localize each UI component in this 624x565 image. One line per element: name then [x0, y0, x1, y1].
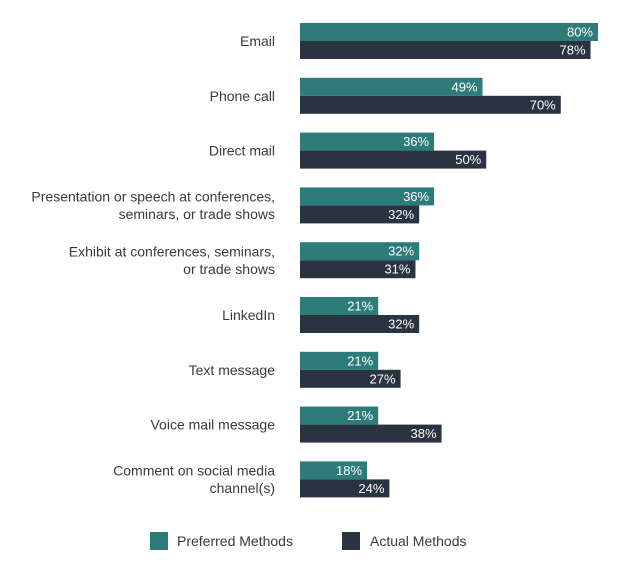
- category-label-0: Email: [240, 33, 275, 49]
- legend-label-preferred: Preferred Methods: [177, 533, 293, 549]
- bar-actual-4: [300, 260, 416, 279]
- legend-swatch-actual: [342, 532, 360, 550]
- value-label-preferred-4: 32%: [388, 244, 414, 259]
- value-label-preferred-0: 80%: [567, 25, 593, 40]
- bar-actual-7: [300, 424, 442, 443]
- bar-actual-2: [300, 150, 487, 169]
- value-label-actual-5: 32%: [388, 317, 414, 332]
- category-label-7: Voice mail message: [150, 417, 275, 433]
- value-label-preferred-5: 21%: [347, 299, 373, 314]
- legend-label-actual: Actual Methods: [370, 533, 467, 549]
- category-labels: Email Phone call Direct mail Presentation o…: [31, 33, 275, 496]
- value-label-actual-6: 27%: [370, 371, 396, 386]
- value-label-preferred-6: 21%: [347, 353, 373, 368]
- legend: Preferred Methods Actual Methods: [150, 532, 467, 550]
- bars-group: 80% 78% 49% 70% 36% 50% 36% 32% 32% 31% 21% 32% 21% 2…: [300, 23, 598, 498]
- value-label-preferred-7: 21%: [347, 408, 373, 423]
- bar-actual-5: [300, 315, 420, 333]
- value-label-actual-0: 78%: [560, 43, 586, 58]
- value-label-preferred-2: 36%: [403, 134, 429, 149]
- value-label-actual-4: 31%: [384, 262, 410, 277]
- value-label-actual-7: 38%: [411, 426, 437, 441]
- bar-preferred-8: [300, 461, 368, 480]
- bar-preferred-2: [300, 132, 435, 151]
- category-label-3: Presentation or speech at conferences, se…: [31, 189, 275, 223]
- bar-actual-6: [300, 369, 401, 388]
- category-label-5: LinkedIn: [222, 307, 275, 323]
- value-label-actual-2: 50%: [455, 152, 481, 167]
- bar-actual-1: [300, 95, 561, 114]
- category-label-1: Phone call: [210, 88, 275, 104]
- bar-actual-0: [300, 41, 591, 59]
- bar-preferred-3: [300, 187, 435, 206]
- bar-preferred-5: [300, 297, 379, 315]
- value-label-actual-8: 24%: [358, 481, 384, 496]
- bar-preferred-7: [300, 406, 379, 425]
- value-label-preferred-1: 49%: [451, 79, 477, 94]
- category-label-8: Comment on social media channel(s): [113, 463, 275, 497]
- category-label-4: Exhibit at conferences, seminars, or trad…: [69, 243, 275, 277]
- value-label-preferred-3: 36%: [403, 189, 429, 204]
- bar-preferred-1: [300, 77, 483, 96]
- legend-swatch-preferred: [150, 532, 168, 550]
- bar-actual-8: [300, 479, 390, 498]
- bar-preferred-6: [300, 351, 379, 370]
- value-label-actual-1: 70%: [530, 97, 556, 112]
- bar-preferred-4: [300, 242, 420, 261]
- category-label-6: Text message: [189, 362, 276, 378]
- bar-preferred-0: [300, 23, 598, 41]
- category-label-2: Direct mail: [209, 143, 275, 159]
- bar-actual-3: [300, 205, 420, 224]
- value-label-preferred-8: 18%: [336, 463, 362, 478]
- value-label-actual-3: 32%: [388, 207, 414, 222]
